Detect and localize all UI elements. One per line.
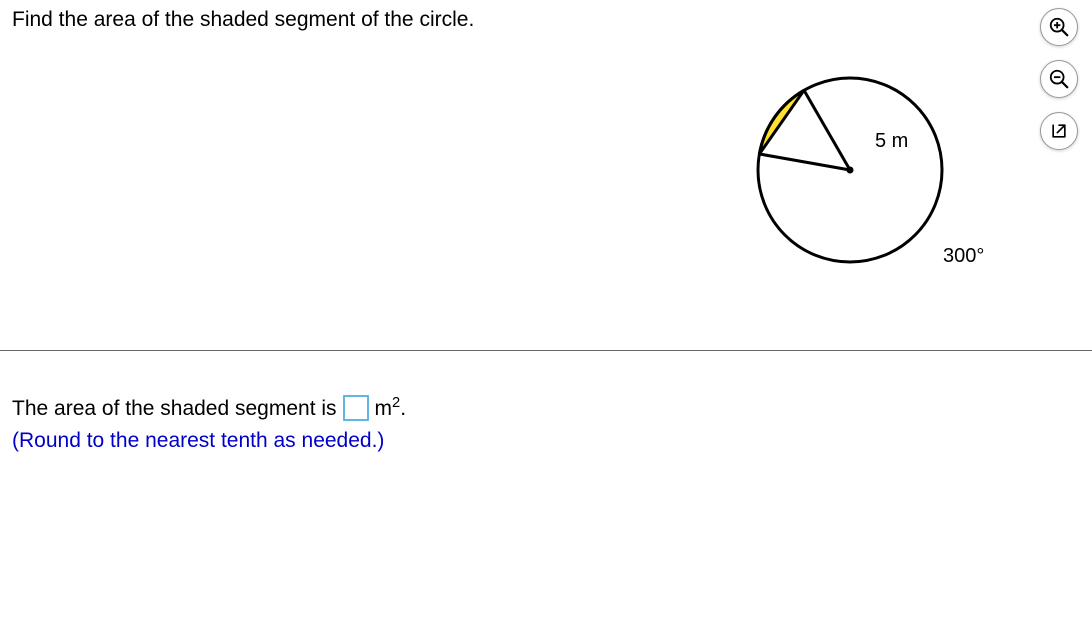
radius-1	[759, 154, 850, 170]
answer-unit: m2.	[375, 392, 407, 425]
circle-diagram	[750, 70, 950, 276]
popout-button[interactable]	[1040, 112, 1078, 150]
answer-line: The area of the shaded segment is m2.	[12, 392, 406, 425]
zoom-in-icon	[1048, 16, 1070, 38]
radius-2	[804, 90, 850, 170]
angle-label: 300°	[943, 245, 984, 268]
center-dot	[847, 167, 854, 174]
toolbar	[1040, 8, 1078, 150]
rounding-hint: (Round to the nearest tenth as needed.)	[12, 425, 406, 457]
answer-prefix: The area of the shaded segment is	[12, 393, 337, 425]
zoom-out-button[interactable]	[1040, 60, 1078, 98]
radius-label: 5 m	[875, 130, 908, 153]
question-prompt: Find the area of the shaded segment of t…	[12, 8, 1080, 32]
answer-input[interactable]	[343, 395, 369, 421]
zoom-out-icon	[1048, 68, 1070, 90]
section-divider	[0, 350, 1092, 351]
shaded-segment	[759, 90, 804, 154]
popout-icon	[1049, 121, 1069, 141]
zoom-in-button[interactable]	[1040, 8, 1078, 46]
